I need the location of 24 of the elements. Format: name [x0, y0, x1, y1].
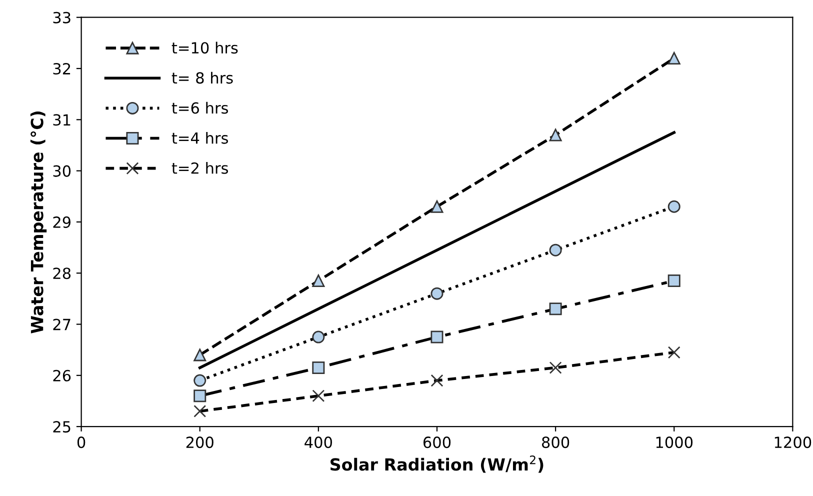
x-tick-label: 600	[423, 436, 451, 448]
y-axis-title: Water Temperature (°C)	[30, 111, 47, 334]
x-tick-label: 800	[542, 436, 570, 448]
legend-label: t=2 hrs	[172, 162, 228, 174]
x-tick-label: 1000	[656, 436, 693, 448]
x-axis-title: Solar Radiation (W/m$^{2}$)	[330, 455, 544, 473]
x-tick-label: 0	[77, 436, 86, 448]
y-tick-label: 30	[53, 165, 71, 177]
y-tick-label: 32	[53, 62, 70, 75]
legend-label: t= 8 hrs	[172, 72, 233, 84]
y-tick-label: 26	[53, 370, 71, 382]
y-tick-label: 27	[53, 318, 70, 330]
y-tick-label: 31	[53, 114, 70, 126]
legend-label: t=10 hrs	[172, 42, 238, 54]
legend-label: t=6 hrs	[172, 102, 228, 114]
x-tick-label: 1200	[774, 436, 812, 448]
y-tick-label: 25	[53, 421, 70, 433]
x-tick-label: 200	[186, 436, 214, 448]
x-tick-label: 400	[304, 436, 332, 448]
y-tick-label: 28	[53, 268, 71, 280]
y-tick-label: 29	[53, 216, 71, 228]
legend-label: t=4 hrs	[172, 132, 228, 144]
line-series	[198, 131, 676, 370]
y-tick-label: 33	[53, 12, 70, 24]
